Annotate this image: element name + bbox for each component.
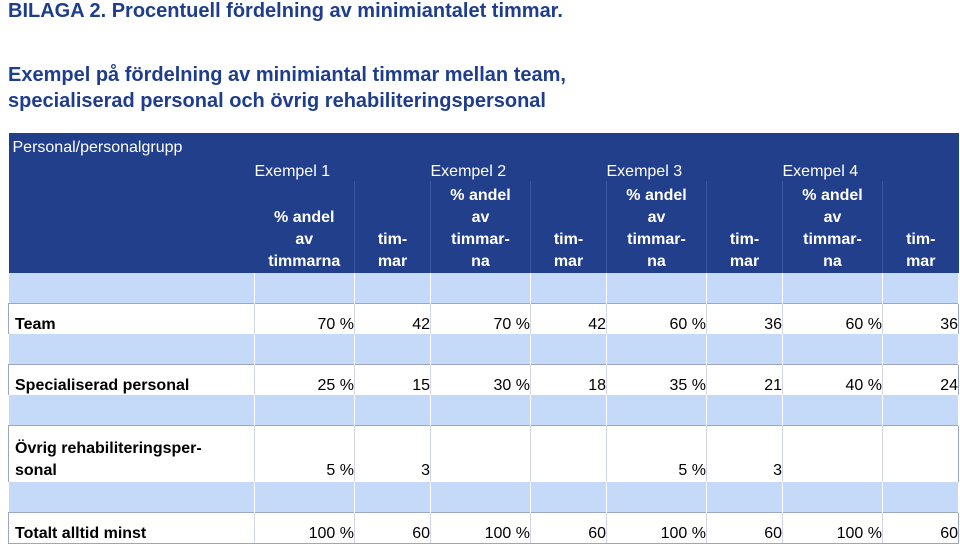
table-cell: 100 % [430, 512, 531, 544]
pct-header-line: av [823, 209, 842, 226]
table-cell [530, 425, 607, 482]
table-cell: 60 [530, 512, 607, 544]
row-label: Övrig rehabiliteringsper- sonal [8, 425, 255, 482]
pct-header-line: % andel [274, 209, 335, 226]
hours-header-line: mar [906, 253, 936, 270]
hours-header-1: tim- mar [354, 181, 431, 273]
pct-header-line: % andel [626, 187, 687, 204]
table-cell: 60 [354, 512, 431, 544]
pct-header-line: na [823, 253, 842, 270]
table-cell: 3 [706, 425, 783, 482]
row-label-line: Övrig rehabiliteringsper- [15, 440, 202, 457]
pct-header-4: % andel av timmar- na [782, 181, 883, 273]
distribution-table: Personal/personalgrupp Exempel 1 Exempel… [8, 133, 959, 544]
table-cell: 60 [706, 512, 783, 544]
page-title: BILAGA 2. Procentuell fördelning av mini… [8, 0, 563, 22]
table-row: Övrig rehabiliteringsper- sonal 5 % 3 5 … [8, 425, 959, 482]
table-cell [782, 425, 883, 482]
table-row: Team 70 % 42 70 % 42 60 % 36 60 % 36 [8, 303, 959, 334]
table-cell: 42 [354, 303, 431, 334]
table-cell: 100 % [782, 512, 883, 544]
group-header-4: Exempel 4 [782, 133, 959, 181]
table-cell: 24 [882, 364, 959, 395]
row-label: Team [8, 303, 255, 334]
hours-header-line: tim- [553, 231, 584, 248]
pct-header-line: timmarna [268, 253, 341, 270]
pct-header-2: % andel av timmar- na [430, 181, 531, 273]
pct-header-line: av [471, 209, 490, 226]
pct-header-3: % andel av timmar- na [606, 181, 707, 273]
hours-header-line: tim- [906, 231, 936, 248]
table-cell: 70 % [430, 303, 531, 334]
table-cell: 5 % [606, 425, 707, 482]
table-cell: 36 [706, 303, 783, 334]
pct-header-line: % andel [802, 187, 863, 204]
pct-header-line: na [647, 253, 666, 270]
table-cell [430, 425, 531, 482]
group-header-3: Exempel 3 [606, 133, 783, 181]
hours-header-line: mar [729, 253, 760, 270]
table-cell: 35 % [606, 364, 707, 395]
subtitle-line-1: Exempel på fördelning av minimiantal tim… [8, 64, 566, 86]
pct-header-line: timmar- [803, 231, 862, 248]
table-cell: 40 % [782, 364, 883, 395]
table-row: Totalt alltid minst 100 % 60 100 % 60 10… [8, 512, 959, 544]
table-cell: 3 [354, 425, 431, 482]
hours-header-line: tim- [377, 231, 408, 248]
pct-header-line: % andel [450, 187, 511, 204]
group-header-1: Exempel 1 [254, 133, 431, 181]
table-cell: 30 % [430, 364, 531, 395]
hours-header-line: mar [377, 253, 408, 270]
table-cell: 42 [530, 303, 607, 334]
pct-header-line: timmar- [451, 231, 510, 248]
row-label-line: sonal [15, 462, 57, 479]
pct-header-1: % andel av timmarna [254, 181, 355, 273]
spacer-row [8, 395, 959, 426]
table-cell: 100 % [254, 512, 355, 544]
table-row: Specialiserad personal 25 % 15 30 % 18 3… [8, 364, 959, 395]
table-cell: 25 % [254, 364, 355, 395]
table-cell: 100 % [606, 512, 707, 544]
pct-header-line: av [295, 231, 314, 248]
hours-header-4: tim- mar [882, 181, 959, 273]
hours-header-line: tim- [729, 231, 760, 248]
row-header: Personal/personalgrupp [8, 133, 255, 273]
table-cell: 15 [354, 364, 431, 395]
pct-header-line: timmar- [627, 231, 686, 248]
hours-header-line: mar [553, 253, 584, 270]
subtitle-line-2: specialiserad personal och övrig rehabil… [8, 90, 546, 112]
pct-header-line: na [471, 253, 490, 270]
table-cell: 21 [706, 364, 783, 395]
spacer-row [8, 334, 959, 365]
spacer-row [8, 482, 959, 513]
table-cell: 5 % [254, 425, 355, 482]
row-label: Specialiserad personal [8, 364, 255, 395]
row-label: Totalt alltid minst [8, 512, 255, 544]
hours-header-3: tim- mar [706, 181, 783, 273]
hours-header-2: tim- mar [530, 181, 607, 273]
sub-header-row: % andel av timmarna tim- mar % andel av … [9, 181, 959, 273]
group-header-row: Personal/personalgrupp Exempel 1 Exempel… [8, 133, 959, 273]
table-cell: 36 [882, 303, 959, 334]
table-cell: 70 % [254, 303, 355, 334]
table-cell: 18 [530, 364, 607, 395]
table-cell: 60 [882, 512, 959, 544]
spacer-row [8, 273, 959, 304]
table-cell: 60 % [782, 303, 883, 334]
pct-header-line: av [647, 209, 666, 226]
table-cell [882, 425, 959, 482]
group-header-2: Exempel 2 [430, 133, 607, 181]
table-cell: 60 % [606, 303, 707, 334]
subtitle: Exempel på fördelning av minimiantal tim… [8, 62, 566, 114]
